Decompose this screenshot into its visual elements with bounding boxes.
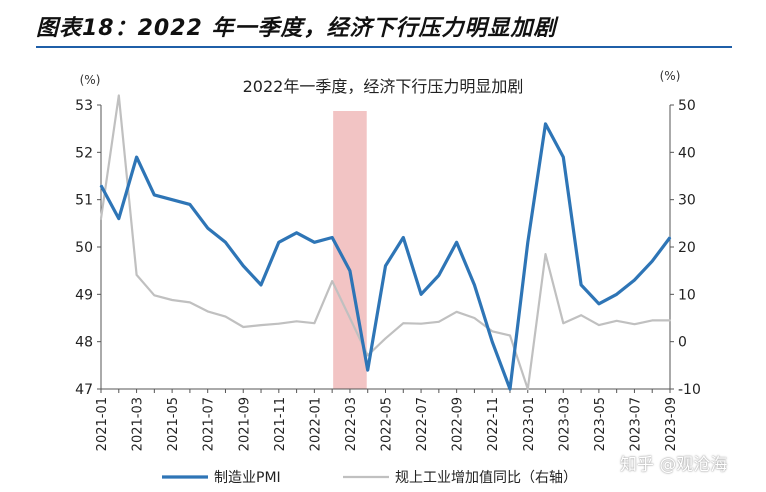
data-point-industry	[509, 334, 511, 337]
data-point-industry	[295, 320, 298, 323]
right-tick-label: 0	[678, 335, 687, 351]
chart-title: 2022年一季度，经济下行压力明显加剧	[243, 77, 524, 96]
data-point-industry	[526, 388, 529, 390]
data-point-industry	[544, 253, 547, 256]
left-tick-label: 52	[75, 145, 93, 161]
data-point-industry	[100, 217, 102, 220]
data-point-industry	[473, 317, 476, 319]
left-axis-unit: (%)	[80, 73, 101, 87]
x-tick-label: 2021-03	[131, 397, 146, 451]
data-point-industry	[153, 294, 156, 297]
x-tick-label: 2021-07	[202, 397, 217, 451]
right-tick-label: 50	[678, 98, 696, 114]
x-tick-label: 2022-03	[344, 397, 359, 451]
x-tick-label: 2023-03	[557, 397, 572, 451]
data-point-industry	[206, 310, 209, 313]
x-tick-label: 2022-01	[308, 397, 323, 451]
left-tick-label: 48	[75, 335, 93, 351]
right-tick-label: -10	[678, 382, 701, 398]
x-tick-label: 2023-07	[628, 397, 643, 451]
data-point-industry	[491, 330, 494, 333]
figure-title: 图表18：2022 年一季度，经济下行压力明显加剧	[36, 16, 557, 41]
x-tick-label: 2021-01	[95, 397, 110, 451]
x-tick-label: 2021-09	[237, 397, 252, 451]
data-point-industry	[562, 322, 565, 325]
left-tick-label: 53	[75, 98, 93, 114]
x-tick-label: 2021-11	[273, 397, 288, 451]
left-tick-label: 47	[75, 382, 93, 398]
right-tick-label: 40	[678, 145, 696, 161]
data-point-industry	[437, 320, 440, 323]
x-tick-label: 2022-07	[415, 397, 430, 451]
left-tick-label: 51	[75, 193, 93, 209]
data-point-industry	[224, 315, 227, 318]
x-tick-label: 2021-05	[166, 397, 181, 451]
data-point-industry	[277, 322, 280, 325]
data-point-industry	[420, 322, 422, 325]
left-tick-label: 50	[75, 240, 93, 256]
data-point-industry	[651, 319, 654, 322]
data-point-industry	[402, 322, 405, 325]
legend-pmi-label: 制造业PMI	[214, 470, 281, 486]
legend-industry-label: 规上工业增加值同比（右轴）	[395, 470, 577, 486]
data-point-industry	[117, 94, 120, 97]
x-tick-label: 2023-09	[664, 397, 679, 451]
data-point-industry	[366, 354, 369, 357]
watermark: 知乎 @观沧海	[620, 455, 728, 475]
data-point-industry	[455, 310, 458, 313]
x-tick-label: 2022-09	[451, 397, 466, 451]
data-point-industry	[384, 337, 387, 340]
data-point-industry	[171, 299, 174, 301]
data-point-industry	[135, 274, 138, 276]
x-tick-label: 2023-01	[522, 397, 537, 451]
data-point-industry	[615, 319, 618, 322]
left-tick-label: 49	[75, 287, 93, 303]
data-point-industry	[597, 324, 600, 326]
right-tick-label: 10	[678, 287, 696, 303]
data-point-industry	[313, 322, 316, 325]
data-point-industry	[242, 326, 245, 328]
x-tick-label: 2022-11	[486, 397, 501, 451]
data-point-industry	[189, 301, 191, 304]
right-tick-label: 20	[678, 240, 696, 256]
data-point-industry	[260, 324, 262, 326]
series-line-industry	[99, 94, 670, 391]
right-tick-label: 30	[678, 193, 696, 209]
series-line-pmi	[99, 122, 672, 391]
data-point-industry	[669, 319, 671, 322]
title-rule	[36, 46, 732, 48]
x-tick-label: 2023-05	[593, 397, 608, 451]
data-point-industry	[580, 314, 582, 317]
data-point-industry	[331, 280, 334, 282]
right-axis-unit: (%)	[660, 69, 681, 83]
x-tick-label: 2022-05	[380, 397, 395, 451]
data-point-industry	[633, 323, 636, 326]
data-point-industry	[349, 317, 351, 319]
